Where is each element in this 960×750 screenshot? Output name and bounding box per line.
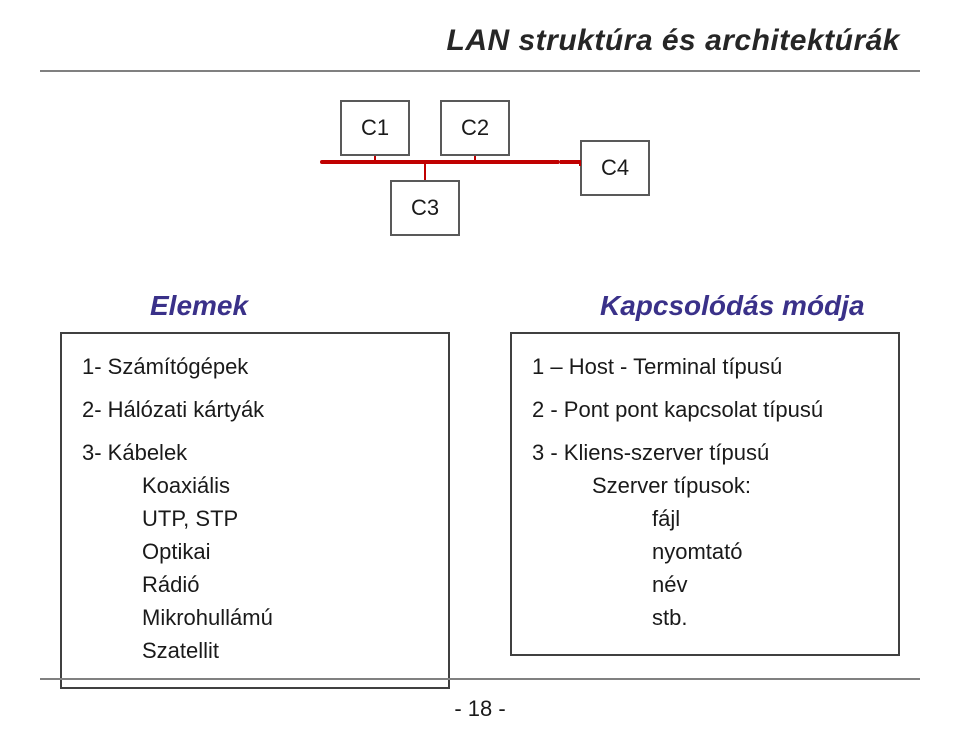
bus-topology-diagram: C1 C2 C3 C4 <box>300 100 700 270</box>
list-item: 2- Hálózati kártyák <box>82 393 428 426</box>
col-kapcsolodas: Kapcsolódás módja 1 – Host - Terminal tí… <box>510 290 900 689</box>
col-kapcsolodas-header: Kapcsolódás módja <box>600 290 900 322</box>
divider-top <box>40 70 920 72</box>
list-item: Szatellit <box>142 634 428 667</box>
col-elemek-header: Elemek <box>150 290 450 322</box>
node-c3: C3 <box>390 180 460 236</box>
list-item: UTP, STP <box>142 502 428 535</box>
list-item: 1 – Host - Terminal típusú <box>532 350 878 383</box>
list-item: név <box>652 568 878 601</box>
list-item: 3- Kábelek <box>82 436 428 469</box>
list-item: Szerver típusok: <box>592 469 878 502</box>
list-item: Koaxiális <box>142 469 428 502</box>
list-item: fájl <box>652 502 878 535</box>
slide-title: LAN struktúra és architektúrák <box>447 24 901 58</box>
list-item: stb. <box>652 601 878 634</box>
col-elemek-box: 1- Számítógépek 2- Hálózati kártyák 3- Káb… <box>60 332 450 689</box>
drop-c3 <box>424 164 426 180</box>
list-item: 3 - Kliens-szerver típusú <box>532 436 878 469</box>
list-item: 2 - Pont pont kapcsolat típusú <box>532 393 878 426</box>
drop-c1 <box>374 156 376 160</box>
drop-c4 <box>560 160 580 164</box>
list-item: nyomtató <box>652 535 878 568</box>
list-item: Mikrohullámú <box>142 601 428 634</box>
divider-bottom <box>40 678 920 680</box>
list-item: Optikai <box>142 535 428 568</box>
list-item: 1- Számítógépek <box>82 350 428 383</box>
col-elemek: Elemek 1- Számítógépek 2- Hálózati kártyá… <box>60 290 450 689</box>
bus-line <box>320 160 560 164</box>
list-item: Rádió <box>142 568 428 601</box>
slide: LAN struktúra és architektúrák C1C2C3C4 … <box>0 0 960 750</box>
node-c2: C2 <box>440 100 510 156</box>
page-number: - 18 - <box>0 696 960 722</box>
info-columns: Elemek 1- Számítógépek 2- Hálózati kártyá… <box>60 290 900 689</box>
col-kapcsolodas-box: 1 – Host - Terminal típusú 2 - Pont pont … <box>510 332 900 656</box>
node-c1: C1 <box>340 100 410 156</box>
node-c4: C4 <box>580 140 650 196</box>
drop-c2 <box>474 156 476 160</box>
